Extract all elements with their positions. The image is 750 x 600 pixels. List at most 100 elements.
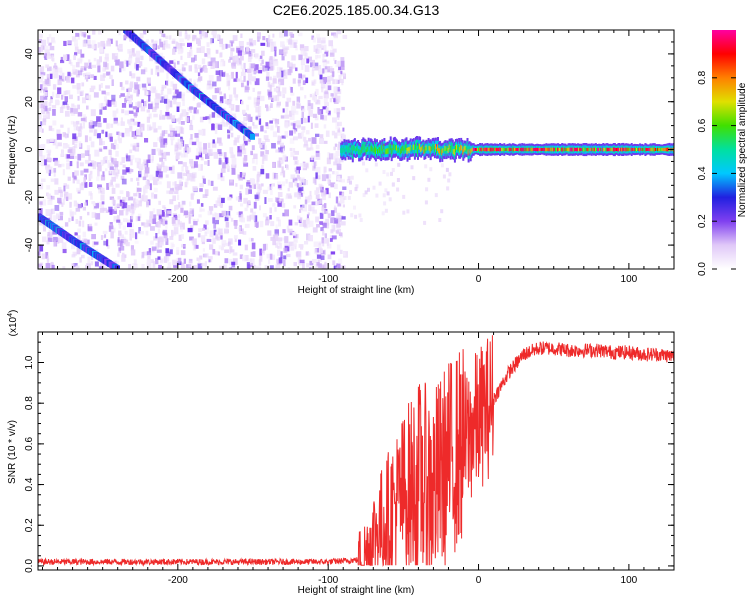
heatmap-cell [121, 109, 125, 114]
heatmap-cell [165, 115, 170, 120]
heatmap-cell [41, 144, 46, 150]
heatmap-cell [67, 71, 71, 77]
heatmap-cell [90, 109, 96, 117]
heatmap-cell [338, 66, 341, 71]
heatmap-cell [135, 50, 141, 58]
heatmap-cell [46, 55, 51, 59]
heatmap-cell [77, 95, 80, 101]
heatmap-cell [53, 169, 56, 177]
heatmap-cell [450, 144, 453, 151]
heatmap-cell [299, 163, 303, 167]
heatmap-cell [290, 87, 293, 93]
heatmap-cell [322, 77, 328, 83]
heatmap-cell [241, 148, 247, 155]
heatmap-cell [151, 148, 156, 155]
heatmap-cell [140, 132, 143, 138]
heatmap-cell [388, 197, 392, 202]
heatmap-cell [659, 148, 662, 152]
heatmap-cell [100, 40, 105, 47]
heatmap-cell [150, 68, 153, 75]
heatmap-cell [47, 232, 50, 237]
heatmap-cell [466, 144, 469, 151]
heatmap-cell [290, 151, 295, 158]
heatmap-cell [279, 242, 282, 249]
heatmap-cell [40, 103, 45, 109]
spectrogram-x-ticks: -200 -100 0 100 [42, 30, 675, 285]
heatmap-cell [156, 148, 161, 152]
heatmap-cell [100, 174, 106, 181]
heatmap-cell [157, 137, 160, 141]
heatmap-cell [303, 220, 308, 227]
heatmap-cell [312, 113, 317, 118]
y-tick-label: 0 [24, 146, 35, 152]
heatmap-cell [144, 101, 148, 108]
heatmap-cell [293, 136, 298, 141]
heatmap-cell [126, 60, 129, 67]
heatmap-cell [333, 146, 336, 151]
heatmap-cell [207, 179, 211, 186]
heatmap-cell [306, 233, 311, 241]
heatmap-cell [271, 254, 276, 260]
heatmap-cell [45, 49, 50, 56]
heatmap-cell [331, 235, 337, 240]
heatmap-cell [227, 241, 231, 247]
heatmap-cell [89, 223, 92, 228]
heatmap-cell [355, 184, 359, 189]
heatmap-cell [261, 59, 264, 65]
heatmap-cell [133, 112, 138, 117]
heatmap-cell [312, 66, 315, 71]
heatmap-cell [166, 72, 169, 79]
heatmap-cell [428, 145, 431, 151]
heatmap-cell [62, 76, 65, 82]
heatmap-cell [229, 179, 234, 186]
heatmap-cell [77, 104, 80, 110]
heatmap-cell [165, 238, 169, 245]
heatmap-cell [426, 146, 429, 152]
heatmap-cell [334, 183, 338, 190]
heatmap-cell [162, 229, 168, 236]
heatmap-cell [111, 53, 116, 60]
heatmap-cell [117, 237, 120, 243]
heatmap-cell [141, 222, 145, 226]
heatmap-cell [163, 40, 167, 45]
heatmap-cell [153, 194, 158, 199]
heatmap-cell [134, 201, 137, 209]
heatmap-cell [280, 237, 285, 241]
heatmap-cell [41, 108, 44, 114]
heatmap-cell [129, 234, 132, 241]
heatmap-cell [117, 122, 120, 126]
heatmap-cell [179, 38, 184, 43]
heatmap-cell [228, 205, 233, 211]
heatmap-cell [198, 129, 204, 136]
heatmap-cell [49, 213, 53, 221]
heatmap-cell [75, 207, 81, 212]
heatmap-cell [325, 107, 329, 114]
heatmap-cell [107, 100, 112, 107]
heatmap-cell [97, 65, 101, 73]
snr-plot-area [38, 332, 674, 570]
heatmap-cell [51, 55, 54, 61]
heatmap-cell [153, 142, 158, 148]
heatmap-cell [127, 49, 132, 54]
heatmap-cell [309, 93, 312, 98]
heatmap-cell [329, 52, 335, 57]
heatmap-cell [72, 64, 76, 72]
heatmap-cell [149, 55, 154, 62]
heatmap-cell [225, 264, 228, 269]
heatmap-cell [74, 155, 78, 159]
heatmap-cell [156, 209, 162, 216]
heatmap-cell [253, 201, 257, 209]
heatmap-cell [238, 211, 243, 218]
y-tick-label: 0.2 [24, 518, 35, 532]
heatmap-cell [171, 229, 174, 237]
heatmap-cell [139, 167, 143, 175]
heatmap-cell [270, 83, 275, 88]
heatmap-cell [169, 60, 174, 64]
heatmap-cell [272, 172, 276, 180]
heatmap-cell [139, 61, 143, 67]
heatmap-cell [296, 251, 302, 258]
heatmap-cell [51, 128, 55, 132]
heatmap-cell [486, 147, 489, 152]
heatmap-cell [187, 42, 192, 47]
heatmap-cell [284, 236, 289, 243]
